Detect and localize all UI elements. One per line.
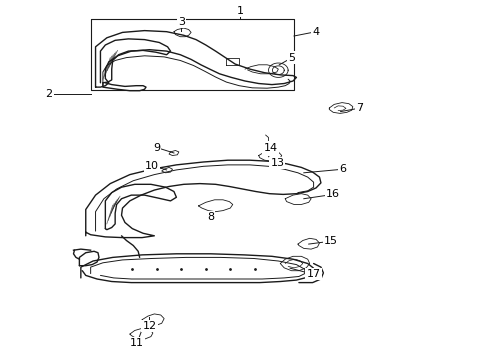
Text: 6: 6 (340, 164, 346, 174)
Text: 13: 13 (270, 158, 284, 168)
Text: 17: 17 (307, 269, 320, 279)
Text: 2: 2 (46, 89, 52, 99)
Text: 10: 10 (145, 161, 159, 171)
Text: 5: 5 (289, 53, 295, 63)
Text: 1: 1 (237, 6, 244, 16)
Text: 7: 7 (357, 103, 364, 113)
Text: 12: 12 (143, 321, 156, 331)
Text: 9: 9 (153, 143, 160, 153)
Text: 8: 8 (207, 212, 214, 222)
Text: 4: 4 (313, 27, 319, 37)
Text: 15: 15 (324, 236, 338, 246)
Text: 11: 11 (130, 338, 144, 348)
Text: 14: 14 (264, 143, 277, 153)
Text: 16: 16 (326, 189, 340, 199)
Text: 3: 3 (178, 17, 185, 27)
